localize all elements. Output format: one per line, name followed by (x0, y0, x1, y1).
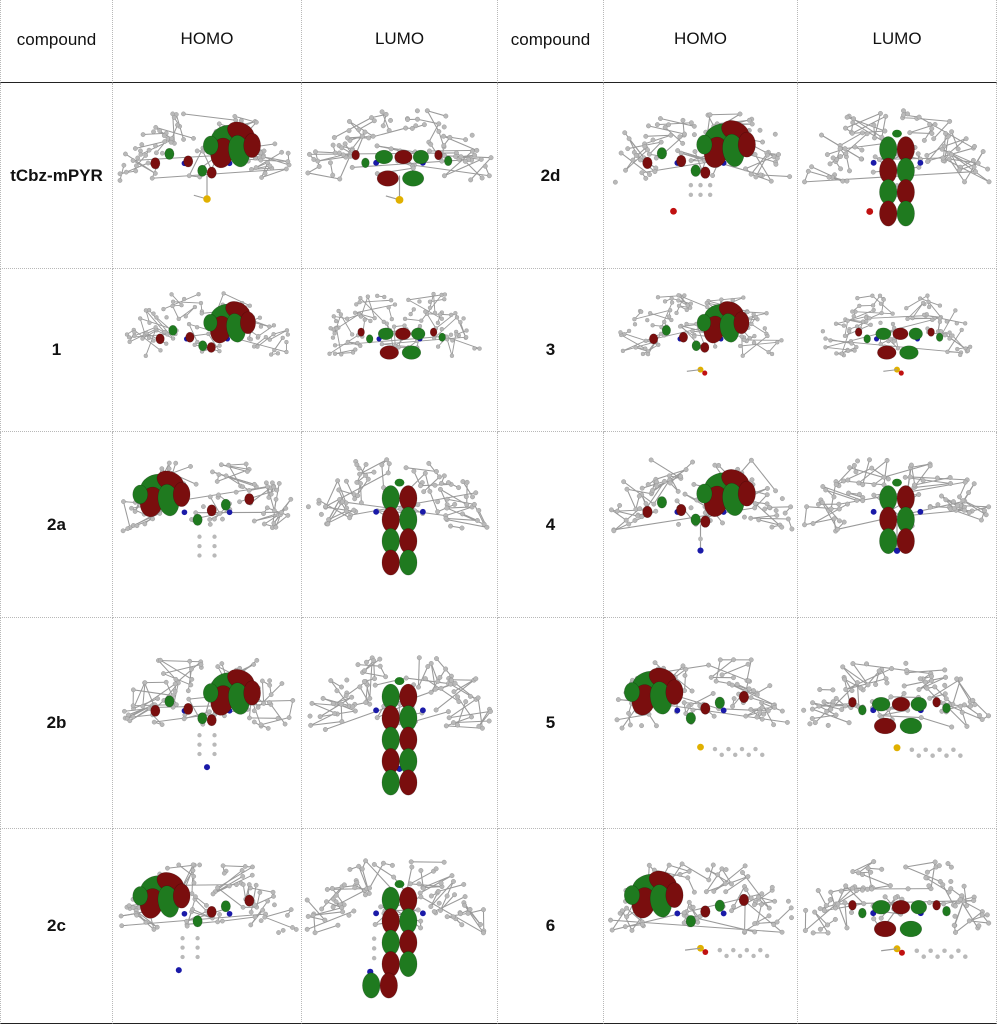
homo-render-2b (113, 618, 302, 829)
homo-image (117, 111, 292, 203)
homo-image (124, 291, 290, 358)
lumo-image (304, 858, 487, 999)
header-compound-left: compound (0, 0, 113, 83)
homo-render-2d (604, 83, 798, 269)
lumo-image (305, 108, 494, 204)
substituent (697, 743, 765, 758)
homo-render-3 (604, 269, 798, 432)
homo-image (614, 657, 790, 758)
lumo-render-2a (302, 432, 498, 618)
header-compound-right: compound (498, 0, 604, 83)
header-lumo-right: LUMO (798, 0, 997, 83)
lumo-orbital (351, 149, 453, 187)
homo-render-tCbz-mPYR (113, 83, 302, 269)
homo-orbital (623, 667, 750, 725)
homo-render-4 (604, 432, 798, 618)
homo-render-2c (113, 829, 302, 1024)
homo-image (618, 293, 784, 376)
lumo-image (801, 660, 992, 758)
compound-label: 4 (498, 432, 604, 618)
molecule-skeleton (802, 859, 992, 936)
substituent (197, 534, 217, 558)
substituent (193, 175, 211, 203)
homo-render-2a (113, 432, 302, 618)
lumo-image (327, 291, 482, 360)
lumo-render-4 (798, 432, 997, 618)
lumo-render-2d (798, 83, 997, 269)
lumo-orbital (879, 478, 915, 555)
lumo-render-1 (302, 269, 498, 432)
lumo-render-tCbz-mPYR (302, 83, 498, 269)
compound-label: tCbz-mPYR (0, 83, 113, 269)
substituent (670, 182, 713, 215)
homo-orbital (642, 120, 756, 179)
lumo-render-3 (798, 269, 997, 432)
lumo-orbital (848, 899, 951, 938)
homo-image (120, 460, 294, 558)
header-lumo-left: LUMO (302, 0, 498, 83)
substituent (385, 175, 404, 204)
lumo-orbital (879, 129, 915, 227)
lumo-image (802, 457, 992, 555)
lumo-render-2b (302, 618, 498, 829)
lumo-image (802, 859, 992, 959)
homo-image (609, 457, 795, 554)
molecule-skeleton (820, 293, 973, 358)
substituent (883, 366, 904, 376)
lumo-image (307, 655, 493, 796)
homo-render-5 (604, 618, 798, 829)
molecule-skeleton (801, 660, 992, 730)
lumo-render-2c (302, 829, 498, 1024)
substituent (175, 936, 200, 974)
compound-label: 2c (0, 829, 113, 1024)
molecule-skeleton (305, 108, 494, 183)
homo-image (122, 657, 296, 771)
homo-orbital (155, 301, 256, 353)
homo-orbital (623, 870, 750, 928)
homo-orbital (150, 669, 261, 727)
homo-image (612, 111, 793, 215)
homo-render-1 (113, 269, 302, 432)
header-homo-right: HOMO (604, 0, 798, 83)
homo-orbital (150, 121, 261, 179)
substituent (684, 944, 770, 959)
lumo-image (820, 293, 973, 376)
homo-image (608, 861, 794, 959)
compound-label: 5 (498, 618, 604, 829)
lumo-render-6 (798, 829, 997, 1024)
lumo-image (305, 457, 490, 576)
lumo-orbital (381, 478, 418, 576)
homo-orbital (649, 301, 750, 353)
substituent (893, 744, 963, 758)
compound-label: 1 (0, 269, 113, 432)
lumo-render-5 (798, 618, 997, 829)
compound-label: 2d (498, 83, 604, 269)
compound-label: 3 (498, 269, 604, 432)
compound-label: 2b (0, 618, 113, 829)
substituent (697, 524, 704, 554)
lumo-orbital (848, 696, 951, 735)
compound-label: 2a (0, 432, 113, 618)
substituent (686, 366, 708, 376)
lumo-orbital (357, 327, 446, 360)
lumo-orbital (854, 327, 944, 360)
homo-orbital (132, 470, 255, 526)
homo-orbital (132, 872, 255, 928)
homo-image (118, 862, 299, 974)
lumo-orbital (381, 677, 418, 796)
molecule-skeleton (802, 108, 992, 185)
substituent (197, 733, 217, 771)
header-homo-left: HOMO (113, 0, 302, 83)
homo-orbital (642, 469, 756, 528)
compound-label: 6 (498, 829, 604, 1024)
homo-render-6 (604, 829, 798, 1024)
lumo-image (802, 108, 992, 227)
lumo-orbital (362, 880, 418, 999)
substituent (881, 945, 968, 959)
